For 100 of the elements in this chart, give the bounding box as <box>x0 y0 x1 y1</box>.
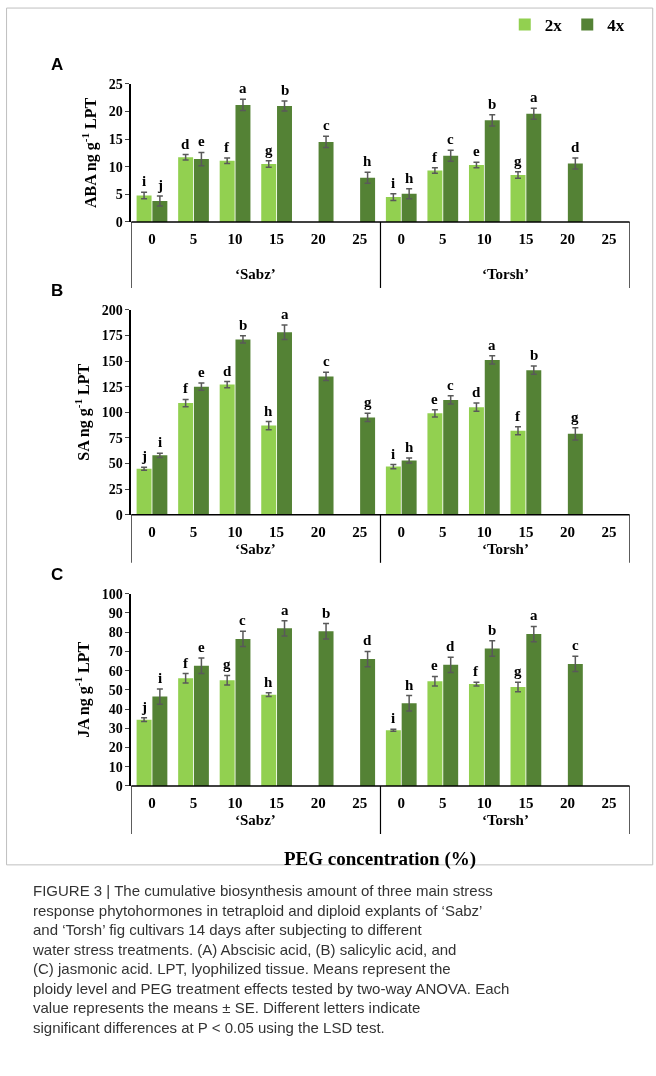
y-tick-label: 10 <box>108 759 123 775</box>
chart-title: B <box>51 281 64 300</box>
text: ‘Torsh’ <box>482 541 529 557</box>
x-tick-label: 10 <box>227 230 243 247</box>
data-label: g <box>223 656 231 672</box>
data-label: b <box>281 82 290 98</box>
data-label: c <box>239 612 246 628</box>
x-tick-label: 25 <box>601 794 617 811</box>
data-label: f <box>473 663 479 679</box>
y-tick-label: 0 <box>115 778 123 794</box>
legend-label: 2x <box>544 16 563 36</box>
x-tick-label: 10 <box>476 523 492 540</box>
x-tick-label: 0 <box>148 523 156 540</box>
y-tick-label: 0 <box>115 507 123 523</box>
data-label: a <box>281 602 289 618</box>
y-tick-label: 50 <box>108 456 123 472</box>
x-tick-label: 5 <box>189 794 198 811</box>
x-tick-label: 0 <box>148 230 156 247</box>
chart-title: A <box>51 55 64 74</box>
x-tick-label: 15 <box>269 794 285 811</box>
y-tick-label: 175 <box>101 328 123 344</box>
data-label: g <box>514 153 522 169</box>
x-tick-label: 20 <box>559 230 575 247</box>
x-tick-label: 20 <box>559 523 575 540</box>
data-label: c <box>572 637 579 653</box>
data-label: e <box>198 639 205 655</box>
x-tick-label: 5 <box>189 230 198 247</box>
data-label: a <box>530 607 538 623</box>
data-label: h <box>264 674 273 690</box>
x-tick-label: 20 <box>559 794 575 811</box>
data-label: i <box>142 173 147 189</box>
y-tick-label: 150 <box>101 353 123 369</box>
text: ‘Torsh’ <box>482 266 529 282</box>
data-label: i <box>391 710 396 726</box>
x-tick-label: 25 <box>601 523 617 540</box>
data-label: d <box>363 632 372 648</box>
data-label: g <box>364 394 372 410</box>
data-label: f <box>515 408 521 424</box>
x-tick-label: 15 <box>269 523 285 540</box>
data-label: j <box>141 699 147 715</box>
y-tick-label: 0 <box>115 214 123 230</box>
y-tick-label: 50 <box>108 682 123 698</box>
chart-title: C <box>51 565 64 584</box>
data-label: b <box>530 347 539 363</box>
data-label: b <box>322 605 331 621</box>
x-tick-label: 5 <box>439 230 447 247</box>
y-tick-label: 90 <box>108 605 123 621</box>
y-tick-label: 10 <box>108 159 123 175</box>
x-tick-label: 25 <box>601 230 617 247</box>
data-label: g <box>265 142 273 158</box>
data-label: h <box>264 403 273 419</box>
x-tick-label: 10 <box>476 794 492 811</box>
data-label: h <box>405 677 414 693</box>
data-label: g <box>514 663 522 679</box>
y-tick-label: 70 <box>108 644 123 660</box>
x-tick-label: 10 <box>476 230 492 247</box>
data-label: e <box>198 133 205 149</box>
data-label: f <box>224 139 230 155</box>
data-label: e <box>198 364 205 380</box>
data-label: b <box>488 622 497 638</box>
x-tick-label: 5 <box>189 523 198 540</box>
x-tick-label: 15 <box>518 523 534 540</box>
y-tick-label: 20 <box>108 740 123 756</box>
x-tick-label: 10 <box>227 523 243 540</box>
x-tick-label: 20 <box>310 794 326 811</box>
data-label: j <box>141 448 147 464</box>
data-label: i <box>158 434 163 450</box>
data-label: a <box>530 89 538 105</box>
data-label: f <box>183 655 189 671</box>
x-tick-label: 0 <box>397 230 405 247</box>
x-tick-label: 0 <box>148 794 156 811</box>
data-label: h <box>405 439 414 455</box>
x-tick-label: 5 <box>439 794 447 811</box>
x-tick-label: 0 <box>397 794 405 811</box>
data-label: e <box>431 391 438 407</box>
text: ‘Sabz’ <box>235 812 276 828</box>
x-tick-label: 20 <box>310 230 326 247</box>
caption: FIGURE 3 | The cumulative biosynthesis amount of three main stress response phytohormones in tetraploid and diploid explants of ‘Sabz’ and ‘Torsh’ fig cultivars 14 days after subjecting to different water stress treatments. (A) Abscisic acid, (B) salicylic acid, and (C) jasmonic acid. LPT, lyophilized tissue. Means represent the ploidy level and PEG treatment effects tested by two-way ANOVA. Each value represents the means ± SE. Different letters indicate significant differences at P < 0.05 using the LSD test. <box>32 882 510 1036</box>
data-label: c <box>447 377 454 393</box>
x-tick-label: 20 <box>310 523 326 540</box>
data-label: c <box>323 117 330 133</box>
data-label: g <box>571 409 579 425</box>
x-axis-title: PEG concentration (%) <box>284 848 477 870</box>
x-tick-label: 5 <box>439 523 447 540</box>
x-tick-label: 15 <box>269 230 285 247</box>
text: ‘Sabz’ <box>235 266 276 282</box>
data-label: d <box>571 139 580 155</box>
data-label: h <box>363 153 372 169</box>
data-label: a <box>281 306 289 322</box>
x-tick-label: 15 <box>518 230 534 247</box>
data-label: b <box>488 96 497 112</box>
data-label: f <box>183 380 189 396</box>
data-label: d <box>472 384 481 400</box>
y-tick-label: 100 <box>101 586 123 602</box>
y-tick-label: 15 <box>108 132 123 148</box>
data-label: h <box>405 170 414 186</box>
x-tick-label: 10 <box>227 794 243 811</box>
x-tick-label: 25 <box>352 230 368 247</box>
y-tick-label: 60 <box>108 663 123 679</box>
text: ‘Sabz’ <box>235 541 276 557</box>
